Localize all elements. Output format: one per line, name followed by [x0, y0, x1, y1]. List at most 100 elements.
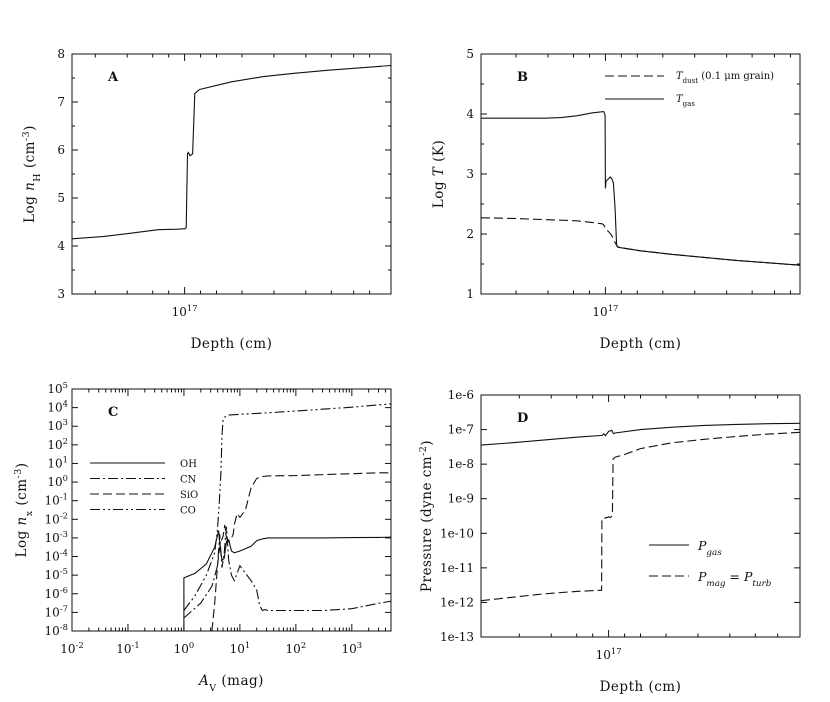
x-tick-label-c-1-part-0: 10 — [116, 642, 131, 656]
y-axis-label-a-part-1: n — [22, 182, 38, 191]
x-tick-label-c-2-part-1: 0 — [189, 640, 194, 650]
legend-label-b-1-part-1: gas — [683, 100, 696, 108]
legend-label-b-0-part-2: (0.1 μm grain) — [698, 71, 774, 82]
panel-a-frame — [71, 53, 392, 295]
y-tick-label-d-4-part-0: 1e-9 — [448, 492, 474, 506]
x-axis-label-d-part-0: Depth (cm) — [600, 679, 682, 695]
y-axis-label-a-part-4: -3 — [21, 131, 32, 141]
series-group-b — [481, 111, 800, 266]
legend-label-d-0: Pgas — [697, 538, 722, 558]
y-tick-label-d-3-part-0: 1e-10 — [440, 526, 474, 540]
y-tick-label-a-2-part-0: 5 — [57, 191, 65, 205]
legend-label-c-2-part-0: SiO — [180, 490, 198, 501]
panel-c: 10-810-710-610-510-410-310-210-110010110… — [13, 380, 392, 694]
x-axis-label-d: Depth (cm) — [600, 679, 682, 695]
y-tick-label-c-8: 100 — [47, 473, 68, 489]
y-tick-label-d-0: 1e-13 — [440, 630, 474, 644]
y-tick-label-d-6-part-0: 1e-7 — [448, 423, 474, 437]
y-tick-label-d-4: 1e-9 — [448, 492, 474, 506]
x-tick-label-b-part-1: 17 — [608, 303, 619, 313]
y-tick-label-c-5-part-0: 10 — [45, 531, 60, 545]
x-tick-label-d-part-1: 17 — [611, 646, 622, 656]
panel-letter-a: A — [107, 70, 119, 85]
panel-letter-a-part-0: A — [107, 70, 119, 85]
series-group-a — [72, 64, 391, 240]
y-tick-label-b-1-part-0: 2 — [466, 227, 474, 241]
legend-label-b-0-part-1: dust — [683, 77, 699, 85]
x-tick-label-c-3-part-1: 1 — [245, 640, 250, 650]
y-axis-label-b: Log T (K) — [431, 140, 447, 208]
y-tick-label-c-3-part-0: 10 — [45, 568, 60, 582]
legend-label-b-1-part-0: T — [676, 94, 684, 105]
series-c-sio — [211, 472, 391, 631]
series-b-t-dust — [481, 217, 800, 266]
legend-label-c-3: CO — [180, 506, 196, 517]
panel-letter-d-part-0: D — [517, 411, 528, 426]
y-tick-label-c-9-part-0: 10 — [47, 456, 62, 470]
x-tick-label-c-1: 10-1 — [116, 640, 139, 656]
y-tick-label-d-1: 1e-12 — [440, 595, 474, 609]
y-tick-label-a-4: 7 — [57, 95, 65, 109]
y-tick-label-c-10-part-0: 10 — [47, 438, 62, 452]
y-tick-label-a-5-part-0: 8 — [57, 47, 65, 61]
y-tick-label-a-1-part-0: 4 — [57, 239, 65, 253]
series-c-co — [183, 403, 391, 611]
x-tick-label-c-4: 102 — [286, 640, 307, 656]
y-tick-label-b-4: 5 — [466, 47, 474, 61]
y-axis-label-c-part-1: n — [14, 516, 30, 525]
y-tick-label-c-8-part-0: 10 — [47, 475, 62, 489]
y-tick-label-c-13: 105 — [47, 380, 68, 396]
x-tick-label-c-1-part-1: -1 — [132, 640, 140, 650]
x-axis-label-b: Depth (cm) — [600, 336, 682, 352]
x-tick-label-b-part-0: 10 — [592, 305, 607, 319]
legend-label-c-3-part-0: CO — [180, 506, 196, 517]
y-tick-label-c-5: 10-3 — [45, 529, 68, 545]
y-tick-label-c-4: 10-4 — [45, 548, 68, 564]
y-tick-label-b-4-part-0: 5 — [466, 47, 474, 61]
panel-letter-d: D — [517, 411, 528, 426]
y-tick-label-b-3-part-0: 4 — [466, 107, 474, 121]
x-tick-label-c-0-part-1: -2 — [76, 640, 84, 650]
y-tick-label-c-6: 10-2 — [45, 510, 68, 526]
series-d-p-mag-p-turb — [481, 431, 800, 602]
legend-label-d-0-part-1: gas — [706, 548, 722, 558]
x-tick-label-c-4-part-0: 10 — [286, 642, 301, 656]
y-tick-label-c-12-part-1: 4 — [63, 399, 68, 409]
y-tick-label-b-0-part-0: 1 — [466, 287, 474, 301]
y-tick-label-d-2: 1e-11 — [440, 561, 474, 575]
y-tick-label-b-2-part-0: 3 — [466, 167, 474, 181]
legend-label-c-0: OH — [180, 459, 197, 470]
y-axis-label-c: Log nx (cm-3) — [13, 463, 35, 558]
y-tick-label-a-3: 6 — [57, 143, 65, 157]
y-tick-label-c-2-part-0: 10 — [45, 587, 60, 601]
panel-b: 1 2 3 4 5 1017 Depth (cm) Log T (K) B Tdust (0.1 … — [431, 47, 801, 352]
y-tick-label-b-0: 1 — [466, 287, 474, 301]
y-tick-label-c-1: 10-7 — [45, 603, 68, 619]
y-axis-label-b-part-2: (K) — [431, 140, 447, 167]
legend-label-b-1: Tgas — [676, 94, 695, 108]
y-axis-label-d-part-1: -2 — [418, 446, 429, 456]
x-tick-label-d: 1017 — [596, 646, 622, 662]
y-tick-label-b-3: 4 — [466, 107, 474, 121]
y-tick-label-d-6: 1e-7 — [448, 423, 474, 437]
y-axis-label-d-part-0: Pressure (dyne cm — [419, 456, 435, 592]
y-axis-label-c-part-0: Log — [14, 525, 30, 557]
y-tick-label-d-5: 1e-8 — [448, 457, 474, 471]
y-tick-label-c-0-part-0: 10 — [45, 624, 60, 638]
y-tick-label-d-0-part-0: 1e-13 — [440, 630, 474, 644]
y-axis-label-d: Pressure (dyne cm-2) — [418, 440, 436, 592]
y-tick-label-d-7: 1e-6 — [448, 388, 474, 402]
y-tick-label-c-7: 10-1 — [45, 492, 68, 508]
y-tick-label-c-13-part-1: 5 — [63, 380, 68, 390]
y-tick-label-d-2-part-0: 1e-11 — [440, 561, 474, 575]
x-axis-label-b-part-0: Depth (cm) — [600, 336, 682, 352]
y-axis-label-b-part-0: Log — [431, 176, 447, 208]
legend-label-d-1: Pmag = Pturb — [697, 569, 772, 589]
y-tick-label-c-2-part-1: -6 — [60, 585, 68, 595]
x-tick-label-a: 1017 — [172, 303, 198, 319]
y-axis-label-a-part-2: H — [32, 173, 43, 182]
y-axis-label-a: Log nH (cm-3) — [21, 125, 43, 223]
x-tick-label-a-part-1: 17 — [187, 303, 198, 313]
